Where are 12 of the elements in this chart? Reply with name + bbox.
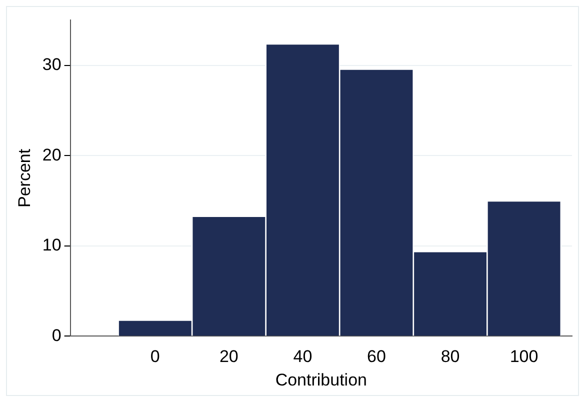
x-tick-label: 60 <box>367 347 386 366</box>
x-tick-label: 0 <box>150 347 160 366</box>
x-tick-label: 20 <box>219 347 238 366</box>
x-tick-label: 100 <box>510 347 538 366</box>
y-tick-label: 10 <box>42 236 62 255</box>
x-axis-title: Contribution <box>275 370 367 390</box>
y-tick-label: 30 <box>42 55 62 74</box>
y-tick-label: 20 <box>42 145 62 164</box>
x-tick-label: 40 <box>293 347 312 366</box>
y-tick-label: 0 <box>52 326 62 345</box>
y-axis-title: Percent <box>14 148 34 208</box>
x-tick-label: 80 <box>440 347 460 366</box>
